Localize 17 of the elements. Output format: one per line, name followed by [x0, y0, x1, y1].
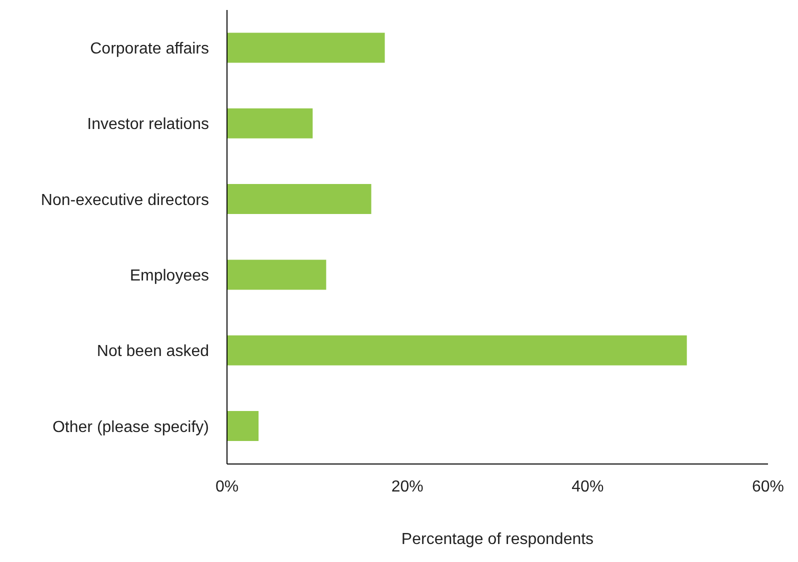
bar: [227, 32, 385, 63]
y-tick-label: Corporate affairs: [90, 40, 209, 58]
y-tick-label: Other (please specify): [52, 418, 209, 436]
x-tick-label: 20%: [391, 478, 424, 496]
bar: [227, 411, 259, 442]
x-tick-label: 60%: [752, 478, 784, 496]
x-tick-label: 40%: [572, 478, 604, 496]
bar: [227, 108, 313, 138]
x-axis-title: Percentage of respondents: [401, 531, 594, 548]
y-tick-label: Non-executive directors: [40, 192, 209, 209]
bar: [227, 335, 687, 366]
bar: [227, 184, 372, 214]
y-tick-label: Not been asked: [96, 343, 209, 360]
y-tick-label: Investor relations: [87, 116, 209, 134]
y-tick-label: Employees: [130, 268, 209, 285]
bar: [227, 260, 326, 290]
x-tick-label: 0%: [215, 478, 239, 496]
